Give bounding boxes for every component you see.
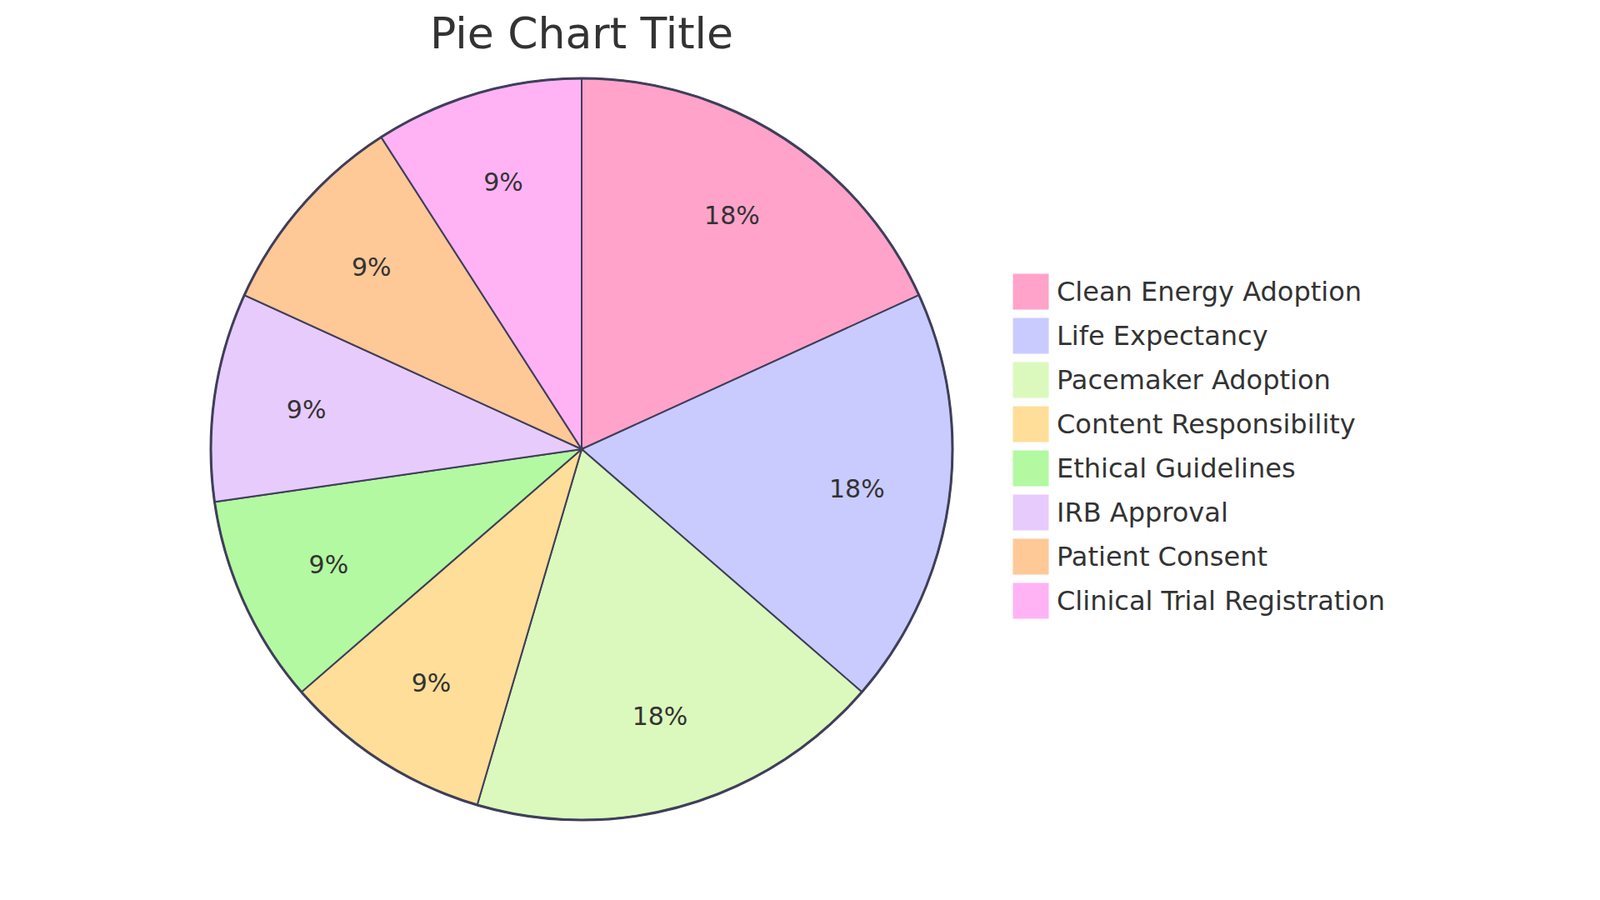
legend-swatch — [1012, 273, 1050, 310]
legend-label: Ethical Guidelines — [1056, 452, 1296, 485]
legend-swatch — [1012, 361, 1050, 399]
slice — [380, 78, 582, 450]
data-label: 18% — [632, 701, 689, 731]
legend-label: Life Expectancy — [1056, 320, 1269, 352]
chart: Pie Chart Title 18% 18% 18% 9% 9% 9% 9% 9% Clean … — [0, 0, 1600, 900]
legend-label: IRB Approval — [1056, 496, 1229, 529]
pie-outline — [210, 78, 953, 820]
data-label: 9% — [309, 550, 350, 580]
data-label: 9% — [351, 252, 392, 282]
data-label: 18% — [829, 474, 885, 504]
legend-swatch — [1012, 582, 1050, 620]
legend-label: Clinical Trial Registration — [1056, 585, 1385, 617]
legend-swatch — [1012, 494, 1050, 531]
legend: Clean Energy Adoption Life Expectancy Pace… — [1012, 273, 1385, 620]
data-label: 9% — [411, 668, 452, 698]
legend-label: Clean Energy Adoption — [1056, 275, 1362, 308]
legend-item: Content Responsibility — [1012, 405, 1356, 443]
legend-item: Patient Consent — [1012, 538, 1268, 575]
title: Pie Chart Title — [430, 8, 734, 59]
legend-item: IRB Approval — [1012, 494, 1229, 531]
legend-swatch — [1012, 538, 1050, 575]
legend-item: Clean Energy Adoption — [1012, 273, 1362, 310]
legend-swatch — [1012, 405, 1050, 443]
data-label: 9% — [483, 167, 524, 197]
legend-label: Content Responsibility — [1056, 408, 1356, 440]
pie: 18% 18% 18% 9% 9% 9% 9% 9% — [210, 78, 953, 820]
legend-item: Ethical Guidelines — [1012, 450, 1296, 487]
data-label: 18% — [704, 200, 760, 230]
data-label: 9% — [286, 395, 327, 425]
legend-label: Patient Consent — [1056, 540, 1268, 573]
legend-swatch — [1012, 450, 1050, 487]
legend-item: Clinical Trial Registration — [1012, 582, 1385, 620]
legend-swatch — [1012, 317, 1050, 355]
legend-label: Pacemaker Adoption — [1056, 364, 1331, 396]
legend-item: Pacemaker Adoption — [1012, 361, 1331, 399]
legend-item: Life Expectancy — [1012, 317, 1269, 355]
